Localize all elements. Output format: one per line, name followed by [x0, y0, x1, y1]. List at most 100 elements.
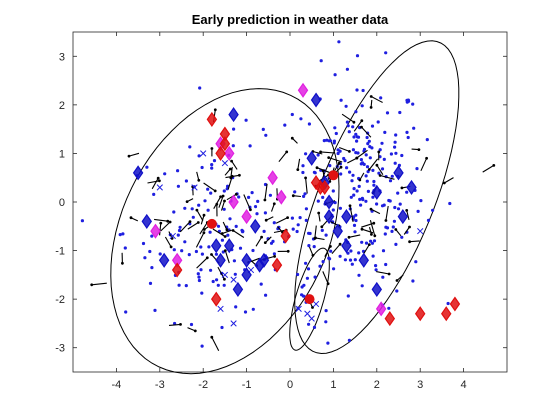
trajectory-arrow [376, 164, 384, 175]
data-point [264, 293, 268, 297]
trajectory-arrow [160, 221, 171, 232]
data-point [353, 258, 357, 262]
data-point [293, 190, 297, 194]
data-point [345, 166, 349, 170]
data-point [331, 208, 335, 212]
data-point [324, 233, 328, 237]
data-point [329, 249, 333, 253]
trajectory-arrow-head [223, 199, 226, 203]
data-point [446, 301, 450, 306]
data-point [365, 135, 369, 140]
data-point [269, 241, 274, 245]
trajectory-arrow-head [352, 120, 356, 124]
trajectory-arrow [195, 232, 205, 248]
trajectory-arrow-head [290, 136, 294, 140]
data-point [207, 245, 211, 249]
data-point [359, 158, 363, 162]
data-point [343, 258, 347, 262]
trajectory-arrow [406, 210, 410, 221]
data-point [332, 267, 336, 271]
data-point [180, 249, 184, 253]
data-point [371, 168, 375, 172]
blue-diamond-marker [215, 252, 226, 268]
trajectory-arrow [217, 266, 225, 280]
trajectory-arrow [347, 157, 358, 164]
trajectory-arrow-head [321, 169, 325, 173]
data-point [296, 272, 300, 277]
data-point [348, 170, 352, 174]
data-point [222, 207, 226, 211]
data-point [295, 229, 299, 234]
data-point [226, 233, 230, 237]
red-diamond-marker [315, 179, 326, 195]
data-point [339, 172, 343, 176]
data-point [370, 124, 375, 128]
magenta-diamond-marker [267, 170, 278, 186]
cross-stroke [200, 150, 207, 157]
data-point [391, 225, 395, 229]
trajectory-arrow-head [219, 195, 223, 199]
trajectory-arrow [314, 225, 317, 239]
data-point [123, 246, 127, 250]
trajectory-arrow-head [213, 108, 217, 112]
y-tick-label: 2 [59, 100, 65, 112]
trajectory-arrow [273, 229, 287, 234]
blue-diamond-marker [406, 179, 417, 195]
data-point [371, 254, 375, 258]
trajectory-arrow-head [223, 235, 227, 238]
cross-marker [200, 150, 207, 157]
data-point [364, 241, 369, 245]
data-point [396, 207, 401, 211]
trajectory-arrow [218, 195, 224, 208]
data-point [197, 275, 201, 279]
data-point [351, 148, 355, 152]
data-point [172, 248, 176, 252]
trajectory-arrow [159, 223, 162, 236]
data-point [209, 191, 213, 195]
trajectory-arrow-head [159, 221, 163, 225]
data-point [405, 130, 409, 134]
data-point [262, 229, 266, 233]
data-point [208, 230, 212, 234]
data-point [426, 218, 431, 222]
trajectory-arrow [230, 166, 233, 178]
data-point [187, 253, 191, 257]
data-point [197, 154, 201, 158]
data-point [372, 239, 377, 243]
cross-marker [221, 271, 229, 279]
blue-diamond-marker [397, 209, 409, 225]
data-point [333, 126, 337, 130]
trajectory-arrow [203, 182, 216, 192]
data-point [251, 248, 255, 253]
data-point [344, 104, 348, 108]
data-point [304, 207, 308, 211]
trajectory-arrow [211, 336, 220, 352]
data-point [324, 320, 328, 324]
red-diamond-marker [441, 306, 452, 322]
data-point [183, 240, 187, 244]
data-point [178, 225, 182, 229]
data-point [354, 213, 358, 217]
data-point [158, 252, 162, 256]
data-point [324, 309, 328, 313]
data-point [184, 179, 188, 183]
data-point [150, 266, 154, 270]
x-tick-label: -2 [198, 379, 208, 391]
data-point [346, 251, 350, 255]
data-point [360, 240, 364, 244]
data-point [238, 246, 243, 250]
trajectory-arrow-head [166, 219, 170, 223]
data-point [290, 216, 294, 220]
data-point [405, 98, 409, 102]
data-point [332, 141, 336, 145]
trajectory-arrow [196, 209, 204, 221]
data-point [368, 145, 372, 149]
trajectory-arrow [370, 208, 381, 215]
data-point [150, 234, 154, 238]
data-point [375, 202, 379, 206]
trajectory-arrow-head [179, 323, 182, 326]
y-tick-label: 0 [59, 197, 65, 209]
y-tick-label: -2 [55, 294, 65, 306]
trajectory-arrow [396, 274, 404, 281]
data-point [364, 199, 368, 203]
